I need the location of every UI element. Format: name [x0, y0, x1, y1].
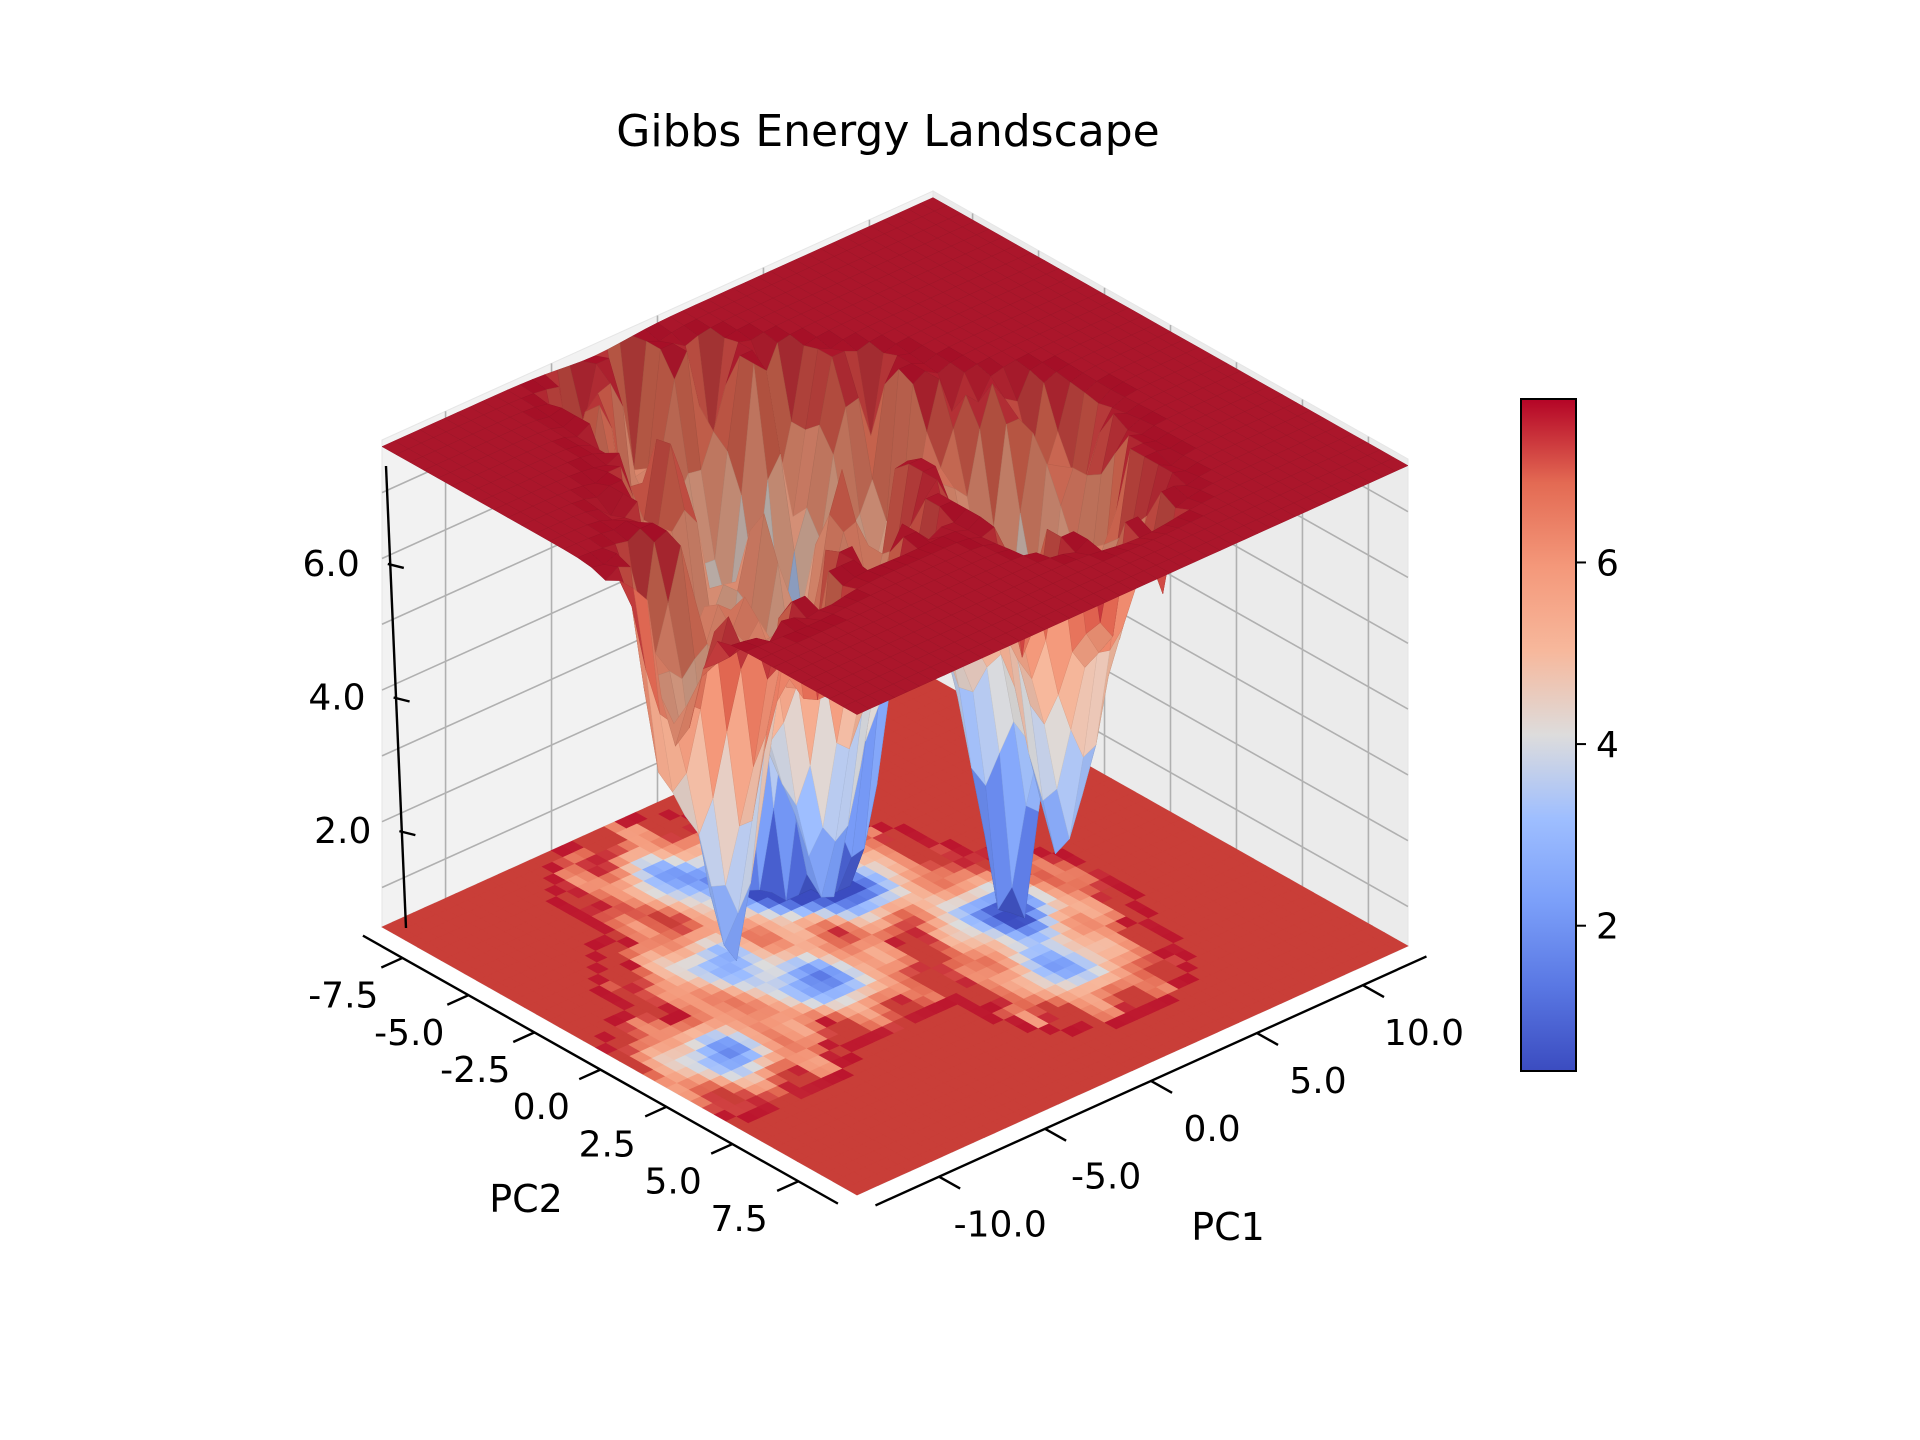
x-tick-mark [1044, 1127, 1067, 1142]
colorbar-gradient [1520, 398, 1577, 1072]
colorbar-tick-label: 6 [1596, 543, 1619, 584]
y-tick-label: -5.0 [374, 1013, 444, 1054]
y-tick-mark [380, 956, 404, 969]
z-tick-mark [399, 829, 416, 837]
x-tick-label: 10.0 [1384, 1013, 1464, 1054]
surface-facet [842, 700, 871, 715]
z-tick-label: 2.0 [314, 811, 371, 852]
x-axis-label: PC1 [1191, 1205, 1265, 1249]
y-tick-mark [710, 1142, 733, 1155]
energy-surface [381, 197, 1409, 962]
x-tick-label: 0.0 [1183, 1109, 1240, 1150]
y-tick-mark [512, 1031, 535, 1044]
tick-labels: -7.5-5.0-2.50.02.55.07.5 -10.0-5.00.05.01… [303, 544, 1465, 1246]
y-axis-label: PC2 [489, 1177, 563, 1221]
y-tick-mark [644, 1105, 667, 1118]
x-tick-mark [1362, 984, 1385, 999]
x-tick-label: 5.0 [1289, 1061, 1346, 1102]
y-tick-label: 0.0 [513, 1087, 570, 1128]
y-tick-mark [578, 1068, 601, 1081]
x-tick-mark [938, 1175, 961, 1190]
y-tick-mark [446, 994, 469, 1006]
z-tick-mark [393, 696, 410, 703]
x-tick-mark [1256, 1031, 1279, 1046]
z-tick-mark [387, 562, 405, 570]
x-tick-label: -5.0 [1071, 1157, 1141, 1198]
colorbar-tick-label: 4 [1596, 725, 1619, 766]
contour-cell [1384, 938, 1409, 952]
z-tick-label: 6.0 [303, 544, 360, 585]
y-tick-label: 2.5 [579, 1124, 636, 1165]
chart-title: Gibbs Energy Landscape [616, 106, 1160, 157]
z-tick-label: 4.0 [308, 678, 365, 719]
colorbar: 2 4 6 [1520, 398, 1619, 1072]
x-tick-mark [1150, 1079, 1173, 1094]
y-tick-mark [776, 1180, 799, 1192]
y-tick-label: -7.5 [308, 976, 378, 1017]
y-tick-label: 7.5 [711, 1199, 768, 1240]
x-tick-label: -10.0 [954, 1205, 1047, 1246]
y-tick-label: 5.0 [645, 1162, 702, 1203]
y-tick-label: -2.5 [440, 1050, 510, 1091]
colorbar-tick-label: 2 [1596, 907, 1619, 948]
